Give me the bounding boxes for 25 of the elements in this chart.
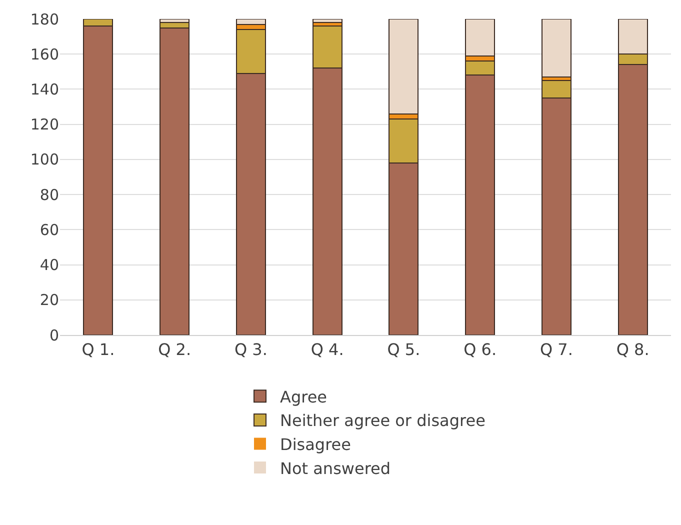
bar xyxy=(312,19,342,24)
x-tick-label: Q 2. xyxy=(158,340,192,360)
legend-label: Not answered xyxy=(280,458,391,478)
y-tick-label: 20 xyxy=(40,291,59,310)
y-tick-label: 40 xyxy=(40,256,59,274)
x-tick-label: Q 6. xyxy=(464,340,497,360)
y-tick-label: 60 xyxy=(40,220,59,239)
y-tick-label: 100 xyxy=(30,150,59,169)
x-tick-label: Q 7. xyxy=(540,340,573,360)
x-tick-label: Q 4. xyxy=(310,340,344,360)
y-tick-label: 140 xyxy=(30,80,59,98)
y-tick-label: 80 xyxy=(40,186,59,204)
y-tick-label: 0 xyxy=(49,326,59,344)
bar xyxy=(160,27,190,335)
y-tick-label: 120 xyxy=(30,116,59,134)
y-tick-label: 160 xyxy=(30,45,59,64)
x-tick-label: Q 1. xyxy=(82,340,115,360)
x-tick-label: Q 8. xyxy=(616,340,650,360)
bar xyxy=(541,19,572,78)
x-tick-label: Q 5. xyxy=(387,340,420,360)
legend-label: Agree xyxy=(280,387,328,406)
y-tick-label: 180 xyxy=(30,10,59,28)
legend-label: Neither agree or disagree xyxy=(280,411,486,430)
legend-label: Disagree xyxy=(280,434,351,454)
x-tick-label: Q 3. xyxy=(234,340,268,360)
